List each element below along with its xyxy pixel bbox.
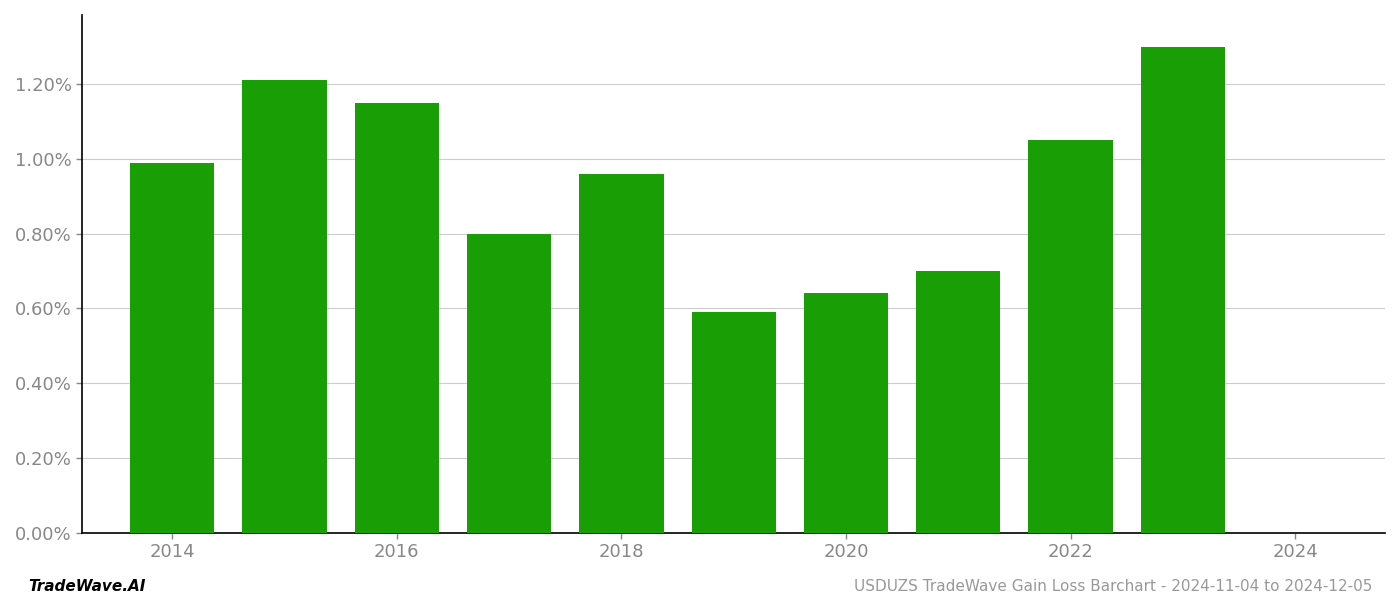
Bar xyxy=(1029,140,1113,533)
Bar xyxy=(130,163,214,533)
Bar xyxy=(692,312,776,533)
Bar xyxy=(354,103,440,533)
Bar xyxy=(580,174,664,533)
Text: USDUZS TradeWave Gain Loss Barchart - 2024-11-04 to 2024-12-05: USDUZS TradeWave Gain Loss Barchart - 20… xyxy=(854,579,1372,594)
Bar xyxy=(1141,47,1225,533)
Bar xyxy=(468,233,552,533)
Bar xyxy=(916,271,1001,533)
Bar xyxy=(242,80,326,533)
Bar xyxy=(804,293,888,533)
Text: TradeWave.AI: TradeWave.AI xyxy=(28,579,146,594)
